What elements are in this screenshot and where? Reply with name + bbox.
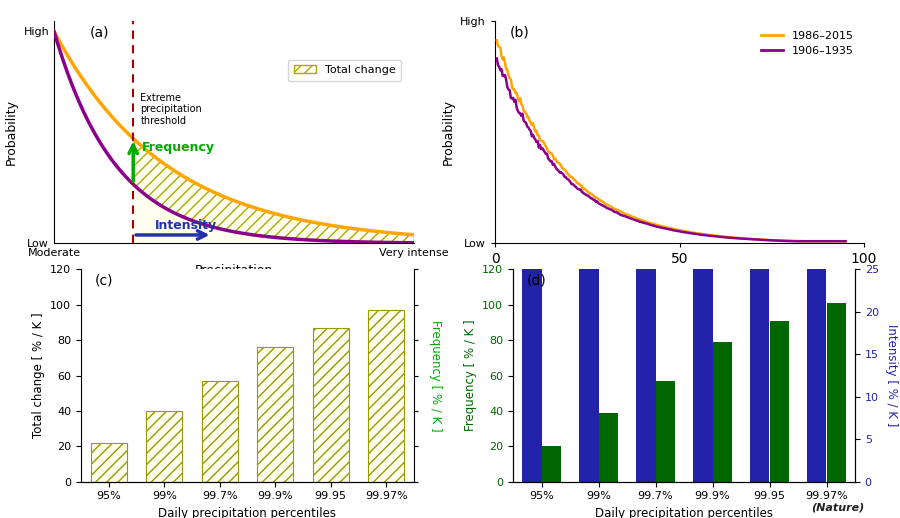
Bar bbox=[713, 342, 733, 482]
Legend: Total change: Total change bbox=[288, 60, 401, 81]
Text: (b): (b) bbox=[509, 25, 529, 39]
X-axis label: Precipitation [mm day⁻¹]: Precipitation [mm day⁻¹] bbox=[602, 272, 757, 285]
Bar bbox=[521, 82, 542, 482]
X-axis label: Precipitation: Precipitation bbox=[195, 264, 273, 277]
Legend: 1986–2015, 1906–1935: 1986–2015, 1906–1935 bbox=[756, 26, 859, 61]
Text: (Nature): (Nature) bbox=[811, 503, 864, 513]
Bar bbox=[598, 413, 618, 482]
Text: (c): (c) bbox=[94, 274, 112, 287]
X-axis label: Daily precipitation percentiles: Daily precipitation percentiles bbox=[158, 507, 337, 518]
Bar bbox=[91, 443, 127, 482]
Text: (d): (d) bbox=[526, 274, 546, 287]
Bar bbox=[770, 321, 789, 482]
Y-axis label: Total change [ % / K ]: Total change [ % / K ] bbox=[32, 313, 45, 438]
Bar bbox=[312, 328, 349, 482]
Y-axis label: Probability: Probability bbox=[442, 99, 454, 165]
Bar bbox=[750, 0, 770, 482]
Bar bbox=[693, 0, 713, 482]
Bar bbox=[655, 381, 675, 482]
Bar bbox=[806, 0, 826, 482]
Bar bbox=[202, 381, 238, 482]
Text: Frequency: Frequency bbox=[142, 141, 215, 154]
Y-axis label: Frequency [ % / K ]: Frequency [ % / K ] bbox=[429, 320, 443, 431]
Bar bbox=[579, 15, 599, 482]
Text: (a): (a) bbox=[90, 25, 110, 39]
Text: Intensity: Intensity bbox=[155, 219, 217, 232]
Bar bbox=[542, 447, 562, 482]
Text: Extreme
precipitation
threshold: Extreme precipitation threshold bbox=[140, 93, 202, 126]
Y-axis label: Intensity [ % / K ]: Intensity [ % / K ] bbox=[886, 324, 898, 427]
Bar bbox=[635, 0, 655, 482]
Bar bbox=[826, 303, 846, 482]
X-axis label: Daily precipitation percentiles: Daily precipitation percentiles bbox=[595, 507, 773, 518]
Bar bbox=[257, 347, 293, 482]
Y-axis label: Frequency [ % / K ]: Frequency [ % / K ] bbox=[464, 320, 477, 431]
Bar bbox=[146, 411, 183, 482]
Bar bbox=[368, 310, 404, 482]
Y-axis label: Probability: Probability bbox=[4, 99, 18, 165]
